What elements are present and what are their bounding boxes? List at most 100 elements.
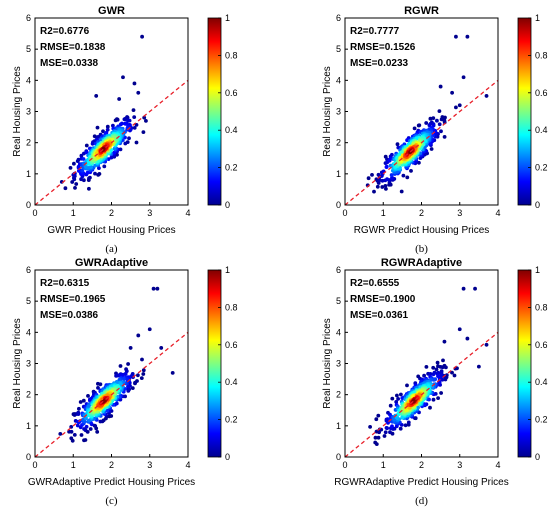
data-point — [75, 423, 80, 428]
data-point — [389, 173, 394, 177]
data-point — [394, 400, 399, 404]
data-point — [417, 123, 422, 128]
data-point — [86, 394, 90, 398]
data-point — [396, 397, 400, 401]
colorbar-tick-label: 0.4 — [535, 377, 548, 387]
data-point — [387, 182, 391, 187]
data-point — [78, 400, 83, 404]
data-point — [118, 122, 123, 127]
y-tick-label: 5 — [336, 296, 341, 306]
data-point — [79, 153, 84, 158]
chart-panel-2: 0 1 2 3 4 0 1 2 3 4 5 6 RGWR R2=0.7777 RMSE=0.1526 MSE=… — [322, 5, 548, 255]
x-tick-label: 2 — [419, 460, 424, 470]
stat-label: R2=0.6776 — [40, 26, 90, 37]
data-point — [105, 124, 110, 129]
data-point — [84, 416, 88, 421]
x-tick-label: 0 — [32, 208, 37, 218]
x-tick-label: 4 — [185, 208, 190, 218]
x-axis-label: RGWR Predict Housing Prices — [354, 225, 490, 236]
x-tick-label: 1 — [381, 208, 386, 218]
data-point — [416, 405, 420, 410]
panel-caption: (c) — [105, 495, 118, 507]
outlier-point — [136, 90, 141, 95]
y-tick-label: 0 — [336, 200, 341, 210]
chart-panel-4: 0 1 2 3 4 0 1 2 3 4 5 6 RGWRAdaptive R2=0.6555 RMSE=0.… — [322, 257, 548, 507]
data-point — [96, 386, 100, 390]
data-point — [123, 117, 128, 122]
data-point — [84, 143, 89, 148]
chart-panel-1: 0 1 2 3 4 0 1 2 3 4 5 6 GWR R2=0.6776 RMSE=0.1838 MSE=0… — [12, 5, 238, 255]
stat-label: MSE=0.0233 — [350, 58, 409, 69]
data-point — [82, 438, 86, 443]
data-point — [412, 126, 417, 131]
data-point — [382, 434, 387, 438]
data-point — [75, 159, 80, 164]
colorbar-tick-label: 0 — [225, 200, 230, 210]
data-point — [123, 141, 128, 146]
x-tick-label: 4 — [495, 460, 500, 470]
colorbar-tick-label: 0.6 — [535, 88, 548, 98]
data-point — [123, 135, 127, 140]
data-point — [403, 423, 408, 428]
data-point — [395, 142, 400, 147]
data-point — [118, 364, 123, 368]
outlier-point — [136, 333, 141, 338]
data-point — [88, 398, 92, 403]
outlier-point — [465, 34, 470, 39]
chart-title: GWRAdaptive — [75, 257, 148, 269]
data-point — [376, 413, 381, 418]
data-point — [88, 175, 92, 180]
data-point — [115, 152, 119, 157]
data-point — [125, 377, 129, 382]
data-point — [102, 164, 107, 169]
outlier-point — [438, 84, 443, 89]
data-point — [439, 391, 443, 395]
outlier-point — [484, 342, 489, 347]
data-point — [136, 373, 140, 378]
data-point — [118, 382, 123, 386]
colorbar-tick-label: 0 — [535, 200, 540, 210]
data-point — [97, 172, 102, 176]
data-point — [405, 175, 410, 180]
data-point — [424, 121, 429, 125]
x-tick-label: 2 — [109, 208, 114, 218]
data-point — [443, 377, 448, 382]
panel-caption: (b) — [415, 243, 428, 255]
data-point — [383, 184, 388, 188]
data-point — [98, 382, 103, 387]
outlier-point — [461, 286, 466, 291]
outlier-point — [170, 370, 175, 375]
stat-label: RMSE=0.1900 — [350, 294, 416, 305]
data-point — [81, 398, 86, 403]
colorbar-tick-label: 1 — [535, 265, 540, 275]
data-point — [70, 180, 75, 184]
stat-label: RMSE=0.1838 — [40, 42, 106, 53]
data-point — [409, 169, 413, 173]
data-point — [105, 408, 110, 413]
data-point — [82, 427, 86, 431]
data-point — [434, 367, 439, 372]
data-point — [79, 433, 84, 437]
data-point — [452, 373, 457, 378]
data-point — [385, 426, 389, 431]
colorbar-tick-label: 1 — [225, 13, 230, 23]
y-tick-label: 1 — [336, 421, 341, 431]
outlier-point — [442, 339, 447, 344]
y-tick-label: 5 — [26, 44, 31, 54]
data-point — [431, 397, 436, 402]
y-tick-label: 2 — [26, 138, 31, 148]
x-tick-label: 1 — [71, 208, 76, 218]
data-point — [427, 123, 432, 128]
data-point — [68, 166, 73, 170]
y-axis-label: Real Housing Prices — [322, 66, 333, 157]
chart-title: GWR — [98, 5, 125, 17]
data-point — [141, 368, 146, 373]
x-tick-label: 3 — [457, 460, 462, 470]
data-point — [418, 156, 423, 161]
y-tick-label: 6 — [26, 265, 31, 275]
data-point — [142, 115, 147, 120]
data-point — [431, 365, 436, 370]
data-point — [80, 168, 85, 173]
x-tick-label: 4 — [185, 460, 190, 470]
